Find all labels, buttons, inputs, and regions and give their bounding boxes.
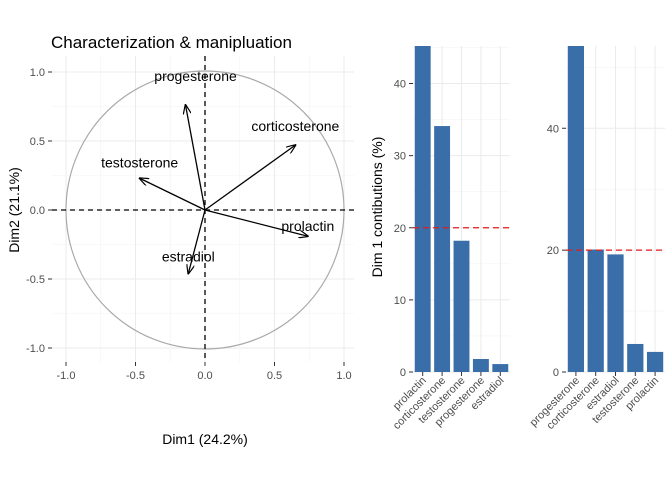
dim1-y-tick-label: 20 (394, 223, 406, 235)
dim2-bar-progesterone (567, 46, 585, 372)
dim1-bar-estradiol (492, 364, 509, 372)
pca-y-tick-label: 0.0 (30, 205, 45, 217)
loading-label-testosterone: testosterone (101, 154, 178, 170)
dim1-y-tick-label: 10 (394, 295, 406, 307)
loading-arrow-progesterone (186, 105, 206, 211)
dim1-contrib-panel: 010203040prolactincorticosteronetestoste… (391, 46, 510, 432)
pca-panel: -1.0 -1.0 -0.5 -0.5 0.0 0.0 0.5 0.5 1.0 1.0 proges… (26, 56, 354, 382)
pca-x-axis-title: Dim1 (24.2%) (162, 431, 248, 447)
loading-label-progesterone: progesterone (154, 68, 237, 84)
pca-x-tick-label: -1.0 (57, 370, 76, 382)
loading-arrow-estradiol (188, 209, 206, 273)
loading-arrow-prolactin (204, 209, 308, 236)
dim2-y-tick-label: 0 (553, 367, 559, 379)
pca-y-tick-label: -0.5 (26, 274, 45, 286)
dim2-y-tick-label: 20 (547, 245, 559, 257)
loading-label-prolactin: prolactin (281, 218, 334, 234)
dim2-bar-corticosterone (587, 249, 604, 372)
loading-arrow-corticosterone (204, 145, 295, 211)
bar1-y-axis-title: Dim 1 contibutions (%) (369, 137, 385, 278)
loading-label-corticosterone: corticosterone (251, 118, 339, 134)
dim1-bar-corticosterone (434, 126, 451, 372)
pca-y-axis-title: Dim2 (21.1%) (6, 167, 22, 253)
dim2-contrib-panel: 02040progesteronecorticosteroneestradiol… (528, 46, 665, 432)
pca-x-tick-label: 1.0 (336, 370, 351, 382)
pca-y-tick-label: 0.5 (30, 136, 45, 148)
pca-x-tick-label: 0.0 (197, 370, 212, 382)
dim1-bar-testosterone (453, 240, 470, 372)
loading-arrow-testosterone (140, 178, 206, 211)
loading-label-estradiol: estradiol (162, 248, 215, 264)
dim1-bar-prolactin (414, 46, 431, 372)
dim1-bar-progesterone (472, 359, 489, 372)
dim2-bar-testosterone (627, 343, 644, 372)
dim1-y-tick-label: 40 (394, 79, 406, 91)
pca-x-tick-label: 0.5 (267, 370, 282, 382)
pca-y-tick-label: -1.0 (26, 343, 45, 355)
dim2-y-tick-label: 40 (547, 123, 559, 135)
pca-x-tick-label: -0.5 (126, 370, 145, 382)
dim2-bar-estradiol (607, 254, 624, 372)
dim1-y-tick-label: 30 (394, 151, 406, 163)
dim2-bar-prolactin (646, 351, 664, 372)
plot-title: Characterization & manipluation (51, 33, 292, 52)
dim1-y-tick-label: 0 (400, 367, 406, 379)
pca-y-tick-label: 1.0 (30, 67, 45, 79)
